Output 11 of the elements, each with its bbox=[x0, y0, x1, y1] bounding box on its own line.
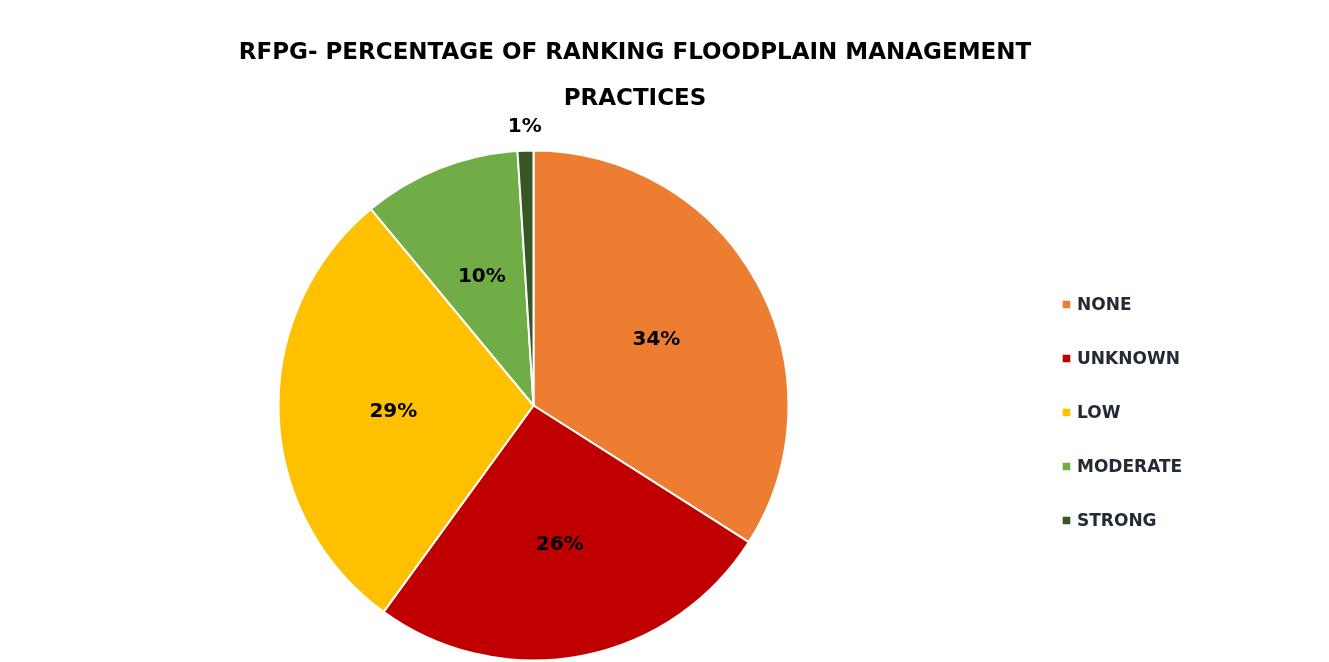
legend-label: STRONG bbox=[1077, 510, 1157, 530]
chart-title: RFPG- PERCENTAGE OF RANKING FLOODPLAIN MANAGEMENT PRACTICES bbox=[238, 37, 1032, 110]
legend-label: NONE bbox=[1077, 294, 1132, 314]
data-label: 1% bbox=[507, 113, 542, 138]
data-label: 29% bbox=[369, 397, 418, 422]
legend-label: UNKNOWN bbox=[1077, 348, 1180, 368]
data-label: 10% bbox=[457, 263, 506, 288]
legend-label: MODERATE bbox=[1077, 456, 1183, 476]
data-label: 26% bbox=[535, 531, 584, 556]
legend-label: LOW bbox=[1077, 402, 1121, 422]
data-label: 34% bbox=[632, 325, 681, 350]
